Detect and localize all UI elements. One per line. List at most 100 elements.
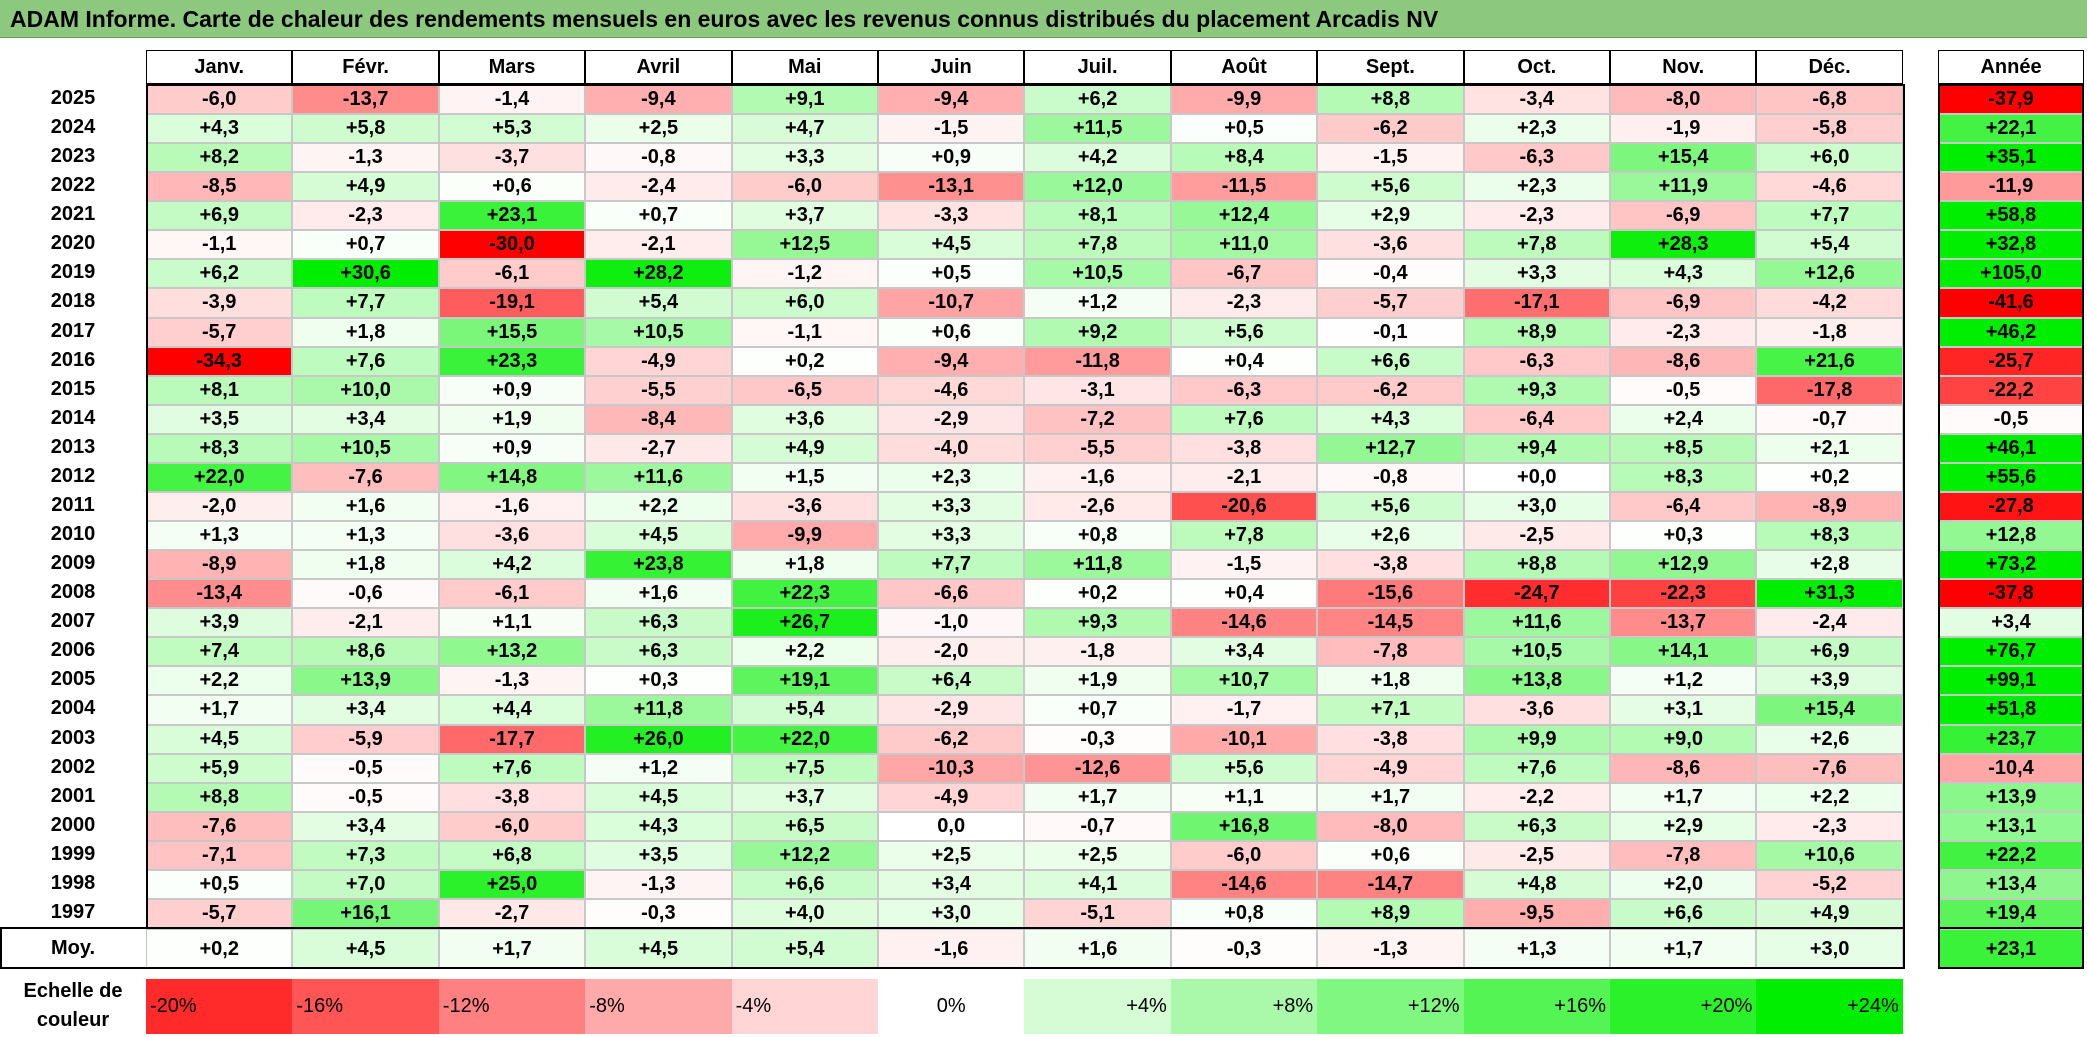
heatmap-cell: +4,9 [731, 433, 878, 463]
heatmap-cell: +0,7 [292, 230, 439, 260]
heatmap-cell: +4,3 [1317, 404, 1464, 434]
heatmap-cell: -7,2 [1024, 404, 1171, 434]
heatmap-cell: -4,0 [878, 433, 1025, 463]
heatmap-cell: +10,5 [585, 317, 732, 347]
year-total-cell: +51,8 [1938, 695, 2084, 725]
heatmap-cell: -5,7 [1317, 288, 1464, 318]
heatmap-cell: +6,8 [438, 840, 586, 870]
heatmap-cell: -9,4 [878, 85, 1025, 115]
heatmap-cell: +0,8 [1024, 521, 1171, 551]
heatmap-cell: +25,0 [438, 869, 586, 899]
scale-step: -4% [731, 979, 878, 1034]
heatmap-cell: -2,7 [585, 433, 732, 463]
heatmap-cell: +15,4 [1756, 695, 1903, 725]
heatmap-cell: +3,4 [1170, 637, 1318, 667]
year-label: 2015 [0, 375, 146, 405]
heatmap-cell: -8,6 [1610, 346, 1757, 376]
year-label: 2002 [0, 753, 146, 783]
heatmap-cell: +1,2 [1610, 666, 1757, 696]
heatmap-cell: -1,5 [1170, 550, 1318, 580]
heatmap-cell: +3,9 [146, 608, 293, 638]
heatmap-cell: +1,7 [1610, 782, 1757, 812]
heatmap-cell: +12,5 [731, 230, 878, 260]
heatmap-cell: -6,4 [1610, 491, 1757, 522]
average-label: Moy. [0, 929, 146, 969]
heatmap-cell: -6,2 [1317, 375, 1464, 405]
year-total-cell: +105,0 [1938, 259, 2084, 289]
average-cell: +0,2 [146, 929, 293, 969]
heatmap-cell: +4,5 [878, 230, 1025, 260]
heatmap-cell: +0,7 [1024, 695, 1171, 725]
heatmap-cell: +31,3 [1756, 579, 1903, 609]
heatmap-cell: +2,9 [1317, 201, 1464, 231]
year-label: 2023 [0, 143, 146, 173]
average-cell: +1,7 [1610, 929, 1757, 969]
heatmap-cell: -1,7 [1170, 695, 1318, 725]
heatmap-cell: +23,8 [585, 550, 732, 580]
heatmap-cell: -6,9 [1610, 201, 1757, 231]
year-label: 2005 [0, 666, 146, 696]
heatmap-cell: +10,7 [1170, 666, 1318, 696]
heatmap-cell: -5,7 [146, 898, 293, 929]
heatmap-cell: -6,8 [1756, 85, 1903, 115]
heatmap-cell: +8,9 [1463, 317, 1610, 347]
heatmap-cell: -2,0 [146, 491, 293, 522]
heatmap-cell: -1,2 [731, 259, 878, 289]
heatmap-cell: -3,9 [146, 288, 293, 318]
heatmap-cell: -2,3 [1463, 201, 1610, 231]
heatmap-cell: -3,8 [438, 782, 586, 812]
heatmap-cell: +4,1 [1024, 869, 1171, 899]
heatmap-cell: +14,8 [438, 462, 586, 492]
heatmap-cell: +4,2 [1024, 143, 1171, 173]
heatmap-cell: -7,8 [1610, 840, 1757, 870]
heatmap-cell: -0,8 [1317, 462, 1464, 492]
month-header: Déc. [1756, 50, 1903, 84]
year-label: 2001 [0, 782, 146, 812]
heatmap-cell: +4,4 [438, 695, 586, 725]
heatmap-cell: -8,4 [585, 404, 732, 434]
heatmap-cell: -3,3 [878, 201, 1025, 231]
heatmap-cell: -1,4 [438, 85, 586, 115]
month-header: Juil. [1024, 50, 1171, 84]
heatmap-cell: +7,8 [1170, 521, 1318, 551]
heatmap-cell: +8,5 [1610, 433, 1757, 463]
year-label: 2007 [0, 608, 146, 638]
average-cell: +1,6 [1024, 929, 1171, 969]
year-label: 2020 [0, 230, 146, 260]
heatmap-cell: +4,5 [146, 724, 293, 754]
heatmap-cell: +6,3 [585, 608, 732, 638]
heatmap-cell: +8,8 [146, 782, 293, 812]
heatmap-cell: +2,5 [878, 840, 1025, 870]
heatmap-cell: -3,4 [1463, 85, 1610, 115]
heatmap-cell: -24,7 [1463, 579, 1610, 609]
heatmap-cell: -6,0 [438, 811, 586, 841]
heatmap-cell: +12,0 [1024, 172, 1171, 202]
heatmap-cell: +9,9 [1463, 724, 1610, 754]
heatmap-cell: -2,0 [878, 637, 1025, 667]
heatmap-cell: +2,3 [1463, 114, 1610, 144]
heatmap-cell: -6,1 [438, 259, 586, 289]
average-cell: -0,3 [1170, 929, 1318, 969]
heatmap-cell: +8,1 [146, 375, 293, 405]
month-header: Janv. [146, 50, 293, 84]
heatmap-cell: -14,5 [1317, 608, 1464, 638]
heatmap-cell: +7,5 [731, 753, 878, 783]
heatmap-cell: -2,3 [1170, 288, 1318, 318]
heatmap-cell: +0,5 [1170, 114, 1318, 144]
year-total-cell: +19,4 [1938, 898, 2084, 929]
heatmap-cell: +28,3 [1610, 230, 1757, 260]
year-label: 2012 [0, 462, 146, 492]
heatmap-cell: -8,0 [1317, 811, 1464, 841]
year-label: 2017 [0, 317, 146, 347]
average-cell: +4,5 [292, 929, 439, 969]
heatmap-cell: +14,1 [1610, 637, 1757, 667]
year-total-cell: +55,6 [1938, 462, 2084, 492]
heatmap-cell: +2,9 [1610, 811, 1757, 841]
average-cell: -1,6 [878, 929, 1025, 969]
heatmap-cell: -5,5 [1024, 433, 1171, 463]
year-total-cell: -37,9 [1938, 85, 2084, 115]
heatmap-cell: -1,3 [438, 666, 586, 696]
heatmap-cell: -20,6 [1170, 491, 1318, 522]
heatmap-cell: -5,9 [292, 724, 439, 754]
heatmap-cell: +11,8 [1024, 550, 1171, 580]
